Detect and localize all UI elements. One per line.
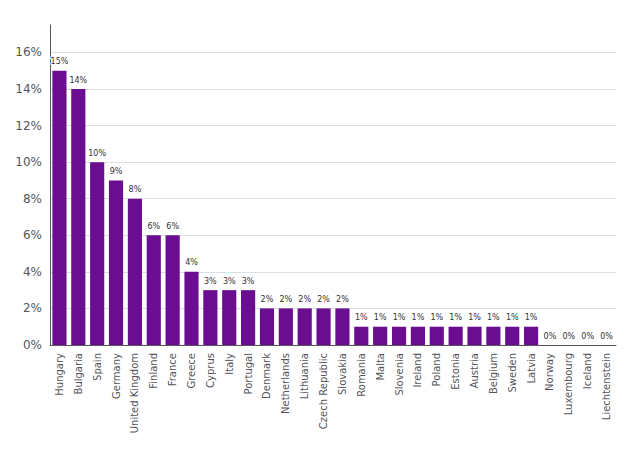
svg-text:6%: 6%: [147, 222, 160, 231]
svg-text:2%: 2%: [298, 295, 311, 304]
svg-text:16%: 16%: [15, 45, 42, 59]
svg-text:Finland: Finland: [148, 353, 159, 389]
svg-text:Greece: Greece: [186, 353, 197, 389]
svg-text:Slovenia: Slovenia: [394, 353, 405, 396]
svg-text:Ireland: Ireland: [412, 353, 423, 388]
svg-text:1%: 1%: [487, 313, 500, 322]
svg-text:0%: 0%: [581, 332, 594, 341]
svg-text:Cyprus: Cyprus: [205, 353, 216, 388]
svg-text:Liechtenstein: Liechtenstein: [601, 353, 612, 420]
svg-text:Italy: Italy: [224, 353, 235, 375]
svg-text:3%: 3%: [242, 277, 255, 286]
svg-text:14%: 14%: [15, 82, 42, 96]
svg-text:1%: 1%: [449, 313, 462, 322]
svg-text:1%: 1%: [355, 313, 368, 322]
svg-text:Estonia: Estonia: [450, 353, 461, 390]
svg-text:Hungary: Hungary: [54, 353, 65, 396]
svg-text:Lithuania: Lithuania: [299, 353, 310, 399]
svg-text:1%: 1%: [412, 313, 425, 322]
svg-text:Romania: Romania: [356, 353, 367, 397]
svg-text:1%: 1%: [525, 313, 538, 322]
svg-text:Spain: Spain: [92, 353, 103, 381]
svg-text:Malta: Malta: [375, 353, 386, 381]
svg-text:4%: 4%: [23, 265, 42, 279]
svg-text:Denmark: Denmark: [261, 353, 272, 399]
svg-text:3%: 3%: [204, 277, 217, 286]
svg-text:10%: 10%: [15, 155, 42, 169]
svg-text:Portugal: Portugal: [243, 353, 254, 394]
svg-text:1%: 1%: [374, 313, 387, 322]
svg-text:Luxembourg: Luxembourg: [563, 353, 574, 415]
svg-text:1%: 1%: [430, 313, 443, 322]
svg-text:Slovakia: Slovakia: [337, 353, 348, 395]
svg-text:France: France: [167, 353, 178, 386]
svg-text:1%: 1%: [506, 313, 519, 322]
svg-text:14%: 14%: [69, 76, 87, 85]
svg-text:0%: 0%: [23, 338, 42, 352]
svg-text:4%: 4%: [185, 258, 198, 267]
svg-text:9%: 9%: [110, 167, 123, 176]
svg-text:8%: 8%: [23, 192, 42, 206]
svg-text:6%: 6%: [166, 222, 179, 231]
svg-text:2%: 2%: [23, 301, 42, 315]
svg-text:2%: 2%: [261, 295, 274, 304]
svg-text:2%: 2%: [279, 295, 292, 304]
svg-text:Norway: Norway: [544, 353, 555, 391]
svg-text:0%: 0%: [600, 332, 613, 341]
svg-text:0%: 0%: [562, 332, 575, 341]
svg-text:1%: 1%: [393, 313, 406, 322]
svg-text:15%: 15%: [51, 57, 69, 66]
svg-text:Czech Republic: Czech Republic: [318, 353, 329, 429]
svg-text:2%: 2%: [336, 295, 349, 304]
svg-text:Bulgaria: Bulgaria: [73, 353, 84, 394]
svg-text:3%: 3%: [223, 277, 236, 286]
svg-text:Netherlands: Netherlands: [280, 353, 291, 414]
svg-text:6%: 6%: [23, 228, 42, 242]
svg-text:0%: 0%: [544, 332, 557, 341]
svg-text:1%: 1%: [468, 313, 481, 322]
svg-text:10%: 10%: [88, 149, 106, 158]
svg-text:Austria: Austria: [469, 353, 480, 388]
svg-text:Poland: Poland: [431, 353, 442, 386]
svg-text:8%: 8%: [129, 185, 142, 194]
svg-text:12%: 12%: [15, 119, 42, 133]
svg-text:Germany: Germany: [111, 353, 122, 399]
svg-text:Latvia: Latvia: [526, 353, 537, 383]
svg-text:Sweden: Sweden: [507, 353, 518, 393]
svg-text:2%: 2%: [317, 295, 330, 304]
svg-text:United Kingdom: United Kingdom: [129, 353, 140, 433]
svg-text:Belgium: Belgium: [488, 353, 499, 394]
svg-text:Iceland: Iceland: [582, 353, 593, 389]
